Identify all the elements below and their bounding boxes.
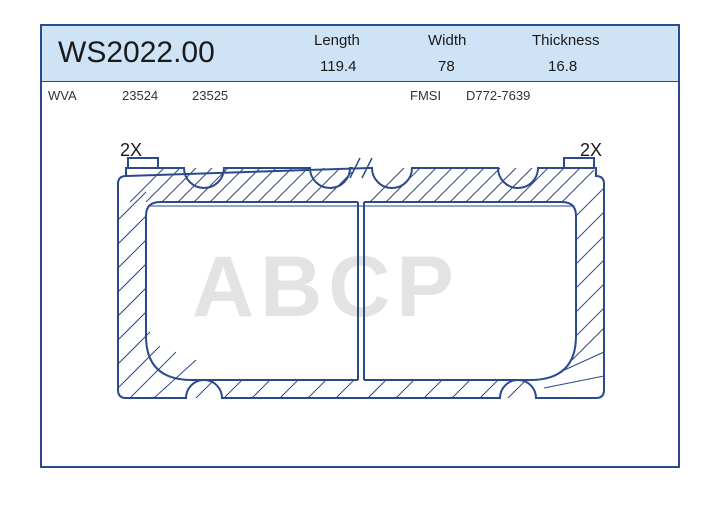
brake-pad-diagram xyxy=(0,0,720,507)
friction-pad-left xyxy=(146,202,358,380)
friction-pad-right xyxy=(364,202,576,380)
backing-plate xyxy=(118,158,604,398)
